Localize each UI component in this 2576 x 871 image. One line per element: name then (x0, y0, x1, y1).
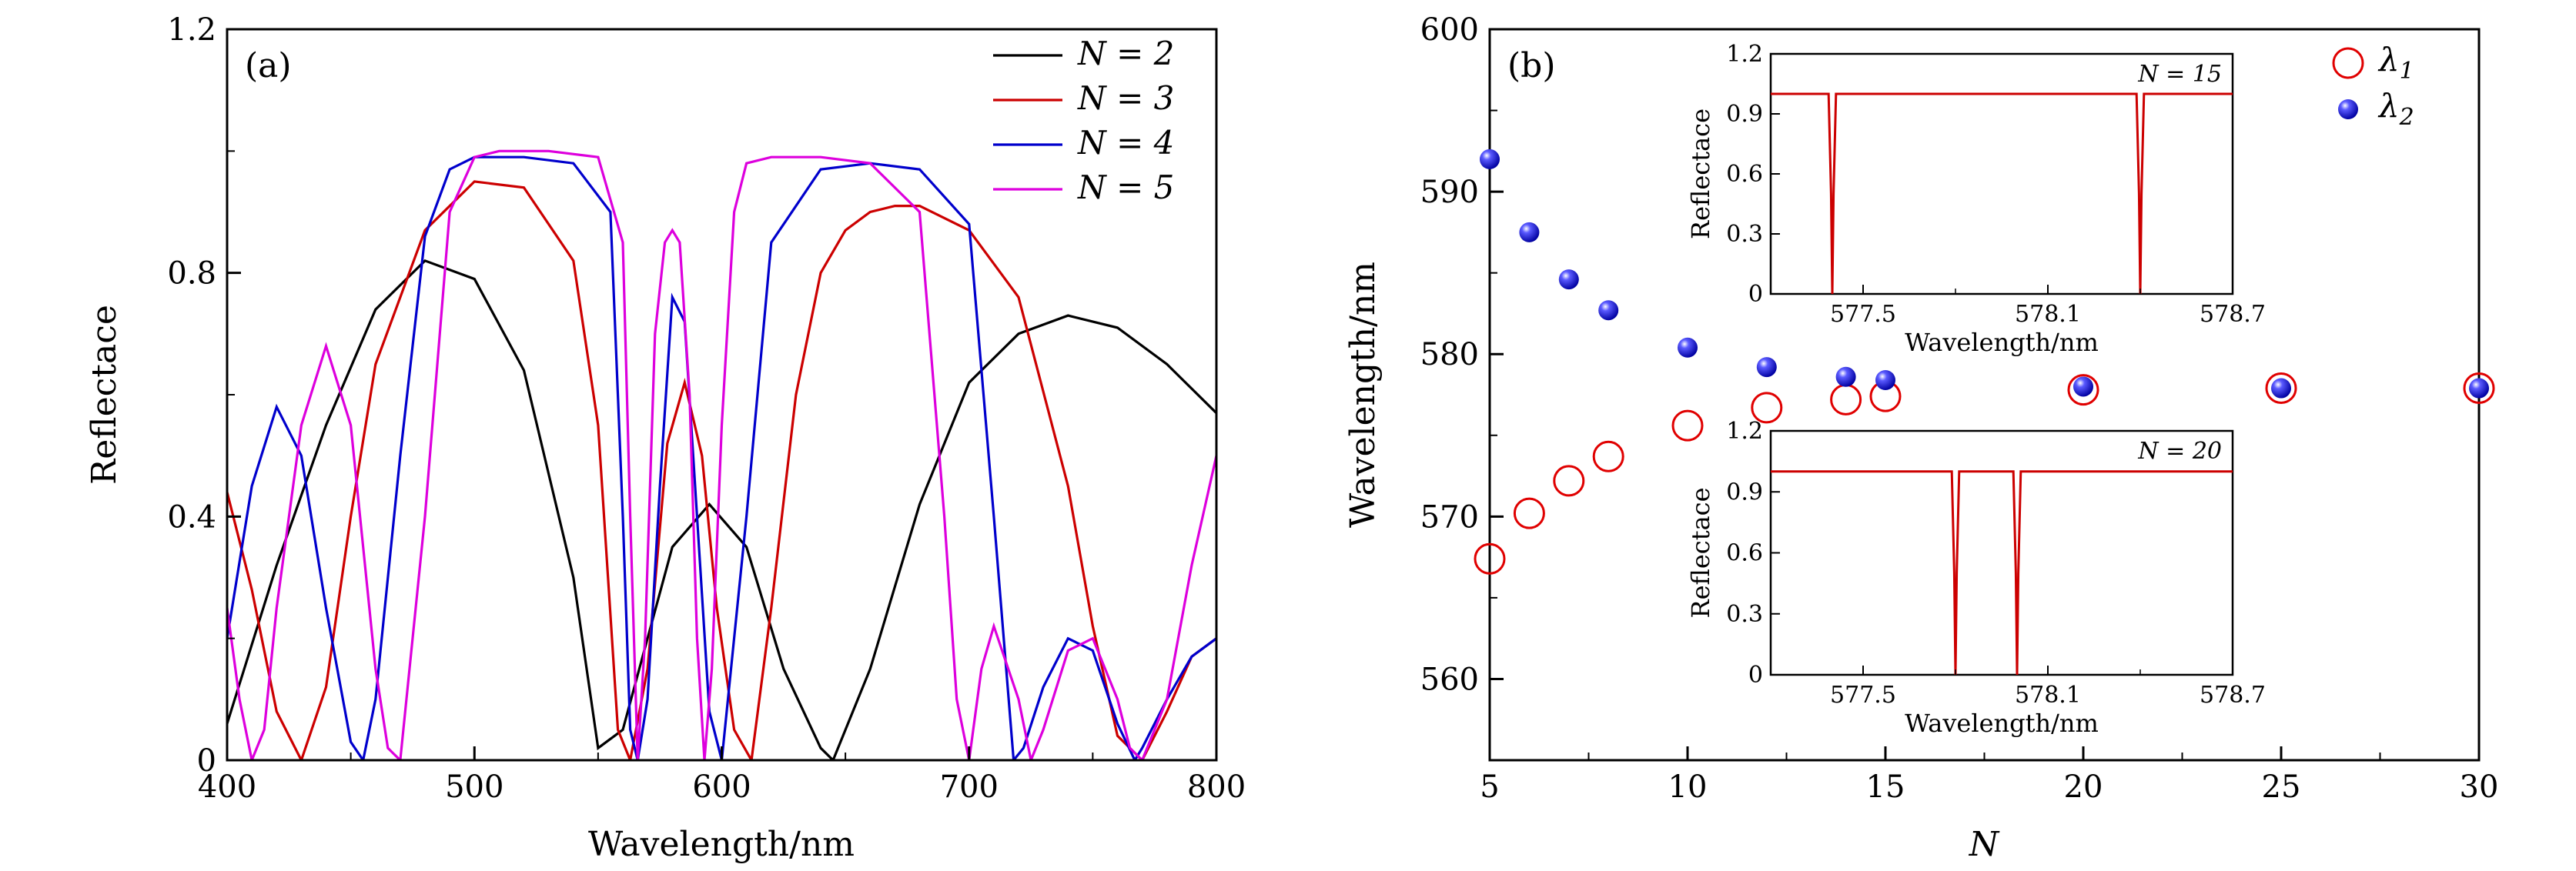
panel-a-legend: N = 2 N = 3 N = 4 N = 5 (993, 35, 1174, 206)
legend-marker-lambda1 (2332, 47, 2364, 79)
y-tick-label: 600 (1420, 12, 1479, 48)
x-tick-label: 800 (1187, 769, 1246, 805)
inset-line (1771, 470, 2233, 676)
legend-entry: N = 4 (1077, 124, 1174, 162)
y-tick-label: 1.2 (167, 12, 216, 48)
lambda2-point (1875, 370, 1895, 390)
inset-y-tick-label: 0.3 (1726, 221, 1763, 248)
inset-y-axis-title: Reflectace (1686, 487, 1715, 618)
series-line-n3 (227, 180, 1216, 760)
lambda1-point (1751, 392, 1783, 424)
x-tick-label: 10 (1668, 769, 1708, 805)
y-tick-label: 580 (1420, 337, 1479, 372)
inset-x-tick-label: 578.7 (2200, 682, 2266, 709)
panel-a-x-axis-title: Wavelength/nm (588, 825, 855, 864)
inset-line (1771, 92, 2233, 295)
legend-marker-lambda2 (2338, 99, 2358, 119)
panel-b-y-axis-title: Wavelength/nm (1343, 262, 1383, 528)
inset-frame (1769, 429, 2234, 676)
y-tick-label: 0.4 (167, 499, 216, 535)
lambda1-point (1513, 497, 1545, 529)
panel-a-chart: 400 500 600 700 800 0 0.4 0.8 1.2 (a) Wavelength… (85, 12, 1246, 864)
panel-b-ticks: 5 10 15 20 25 30 560 570 580 590 600 (1420, 12, 2499, 805)
legend-entry: λ1 (2377, 41, 2414, 85)
legend-entry: N = 3 (1077, 79, 1174, 117)
inset-y-tick-label: 0.3 (1726, 601, 1763, 628)
inset-x-axis-title: Wavelength/nm (1905, 709, 2099, 738)
x-tick-label: 15 (1866, 769, 1905, 805)
x-tick-label: 600 (692, 769, 751, 805)
x-tick-label: 20 (2064, 769, 2103, 805)
panel-a-series-lines (227, 149, 1216, 760)
inset-y-tick-label: 0.6 (1726, 540, 1763, 567)
lambda2-point (1519, 222, 1540, 242)
y-tick-label: 570 (1420, 499, 1479, 535)
inset-x-tick-label: 578.1 (2015, 301, 2081, 328)
panel-a-y-axis-title: Reflectace (85, 305, 124, 485)
lambda2-point (1678, 337, 1698, 358)
inset-y-tick-label: 0 (1748, 662, 1763, 689)
inset-y-tick-label: 1.2 (1726, 418, 1763, 445)
inset-label: N = 20 (2137, 438, 2222, 465)
series-line-n2 (227, 259, 1216, 760)
x-tick-label: 700 (940, 769, 999, 805)
lambda2-point (1835, 366, 1856, 387)
y-tick-label: 0.8 (167, 256, 216, 292)
inset-chart-1: 577.5 578.1 578.7 0 0.3 0.6 0.9 1.2 Wavelength/n… (1686, 41, 2266, 357)
inset-y-tick-label: 1.2 (1726, 41, 1763, 68)
legend-entry: λ2 (2377, 87, 2414, 131)
lambda1-point (1830, 383, 1862, 415)
x-tick-label: 400 (198, 769, 256, 805)
inset-x-tick-label: 577.5 (1830, 301, 1896, 328)
lambda2-point (1480, 149, 1500, 169)
lambda1-point (2463, 372, 2495, 405)
panel-a-ticks: 400 500 600 700 800 0 0.4 0.8 1.2 (167, 12, 1246, 805)
inset-x-tick-label: 578.7 (2200, 301, 2266, 328)
panel-b-x-axis-title: N (1969, 825, 2000, 864)
x-tick-label: 25 (2262, 769, 2301, 805)
inset-y-tick-label: 0.9 (1726, 479, 1763, 506)
lambda2-point (2073, 376, 2093, 397)
inset-y-axis-title: Reflectace (1686, 108, 1715, 239)
inset-label: N = 15 (2137, 61, 2222, 88)
panel-b-points (1474, 149, 2495, 575)
y-tick-label: 590 (1420, 175, 1479, 210)
lambda1-point (1671, 409, 1704, 442)
legend-entry: N = 5 (1077, 169, 1174, 206)
lambda1-point (1474, 542, 1506, 575)
inset-frame (1769, 52, 2234, 295)
lambda2-point (2469, 378, 2489, 399)
x-tick-label: 500 (445, 769, 503, 805)
panel-b-chart: 5 10 15 20 25 30 560 570 580 590 600 (b) N Wavelen… (1343, 12, 2498, 864)
inset-x-tick-label: 578.1 (2015, 682, 2081, 709)
lambda2-point (2271, 378, 2291, 399)
panel-a-label: (a) (245, 46, 292, 85)
inset-y-tick-label: 0.9 (1726, 101, 1763, 128)
y-tick-label: 560 (1420, 662, 1479, 697)
lambda1-point (2067, 374, 2099, 406)
lambda2-point (1756, 357, 1777, 378)
inset-y-tick-label: 0.6 (1726, 161, 1763, 188)
x-tick-label: 5 (1480, 769, 1499, 805)
inset-y-tick-label: 0 (1748, 281, 1763, 308)
lambda2-point (1598, 300, 1619, 321)
inset-chart-2: 577.5 578.1 578.7 0 0.3 0.6 0.9 1.2 Wavelength/n… (1686, 418, 2266, 738)
legend-entry: N = 2 (1077, 35, 1174, 72)
inset-x-axis-title: Wavelength/nm (1905, 328, 2099, 357)
x-tick-label: 30 (2460, 769, 2499, 805)
inset-x-tick-label: 577.5 (1830, 682, 1896, 709)
lambda1-point (1592, 440, 1624, 472)
lambda1-point (1553, 465, 1585, 497)
panel-b-insets: 577.5 578.1 578.7 0 0.3 0.6 0.9 1.2 Wavelength/n… (1686, 41, 2266, 738)
panel-b-label: (b) (1507, 46, 1556, 85)
lambda1-point (2265, 372, 2297, 405)
y-tick-label: 0 (197, 743, 216, 779)
lambda2-point (1558, 269, 1579, 290)
series-line-n5 (227, 149, 1216, 760)
